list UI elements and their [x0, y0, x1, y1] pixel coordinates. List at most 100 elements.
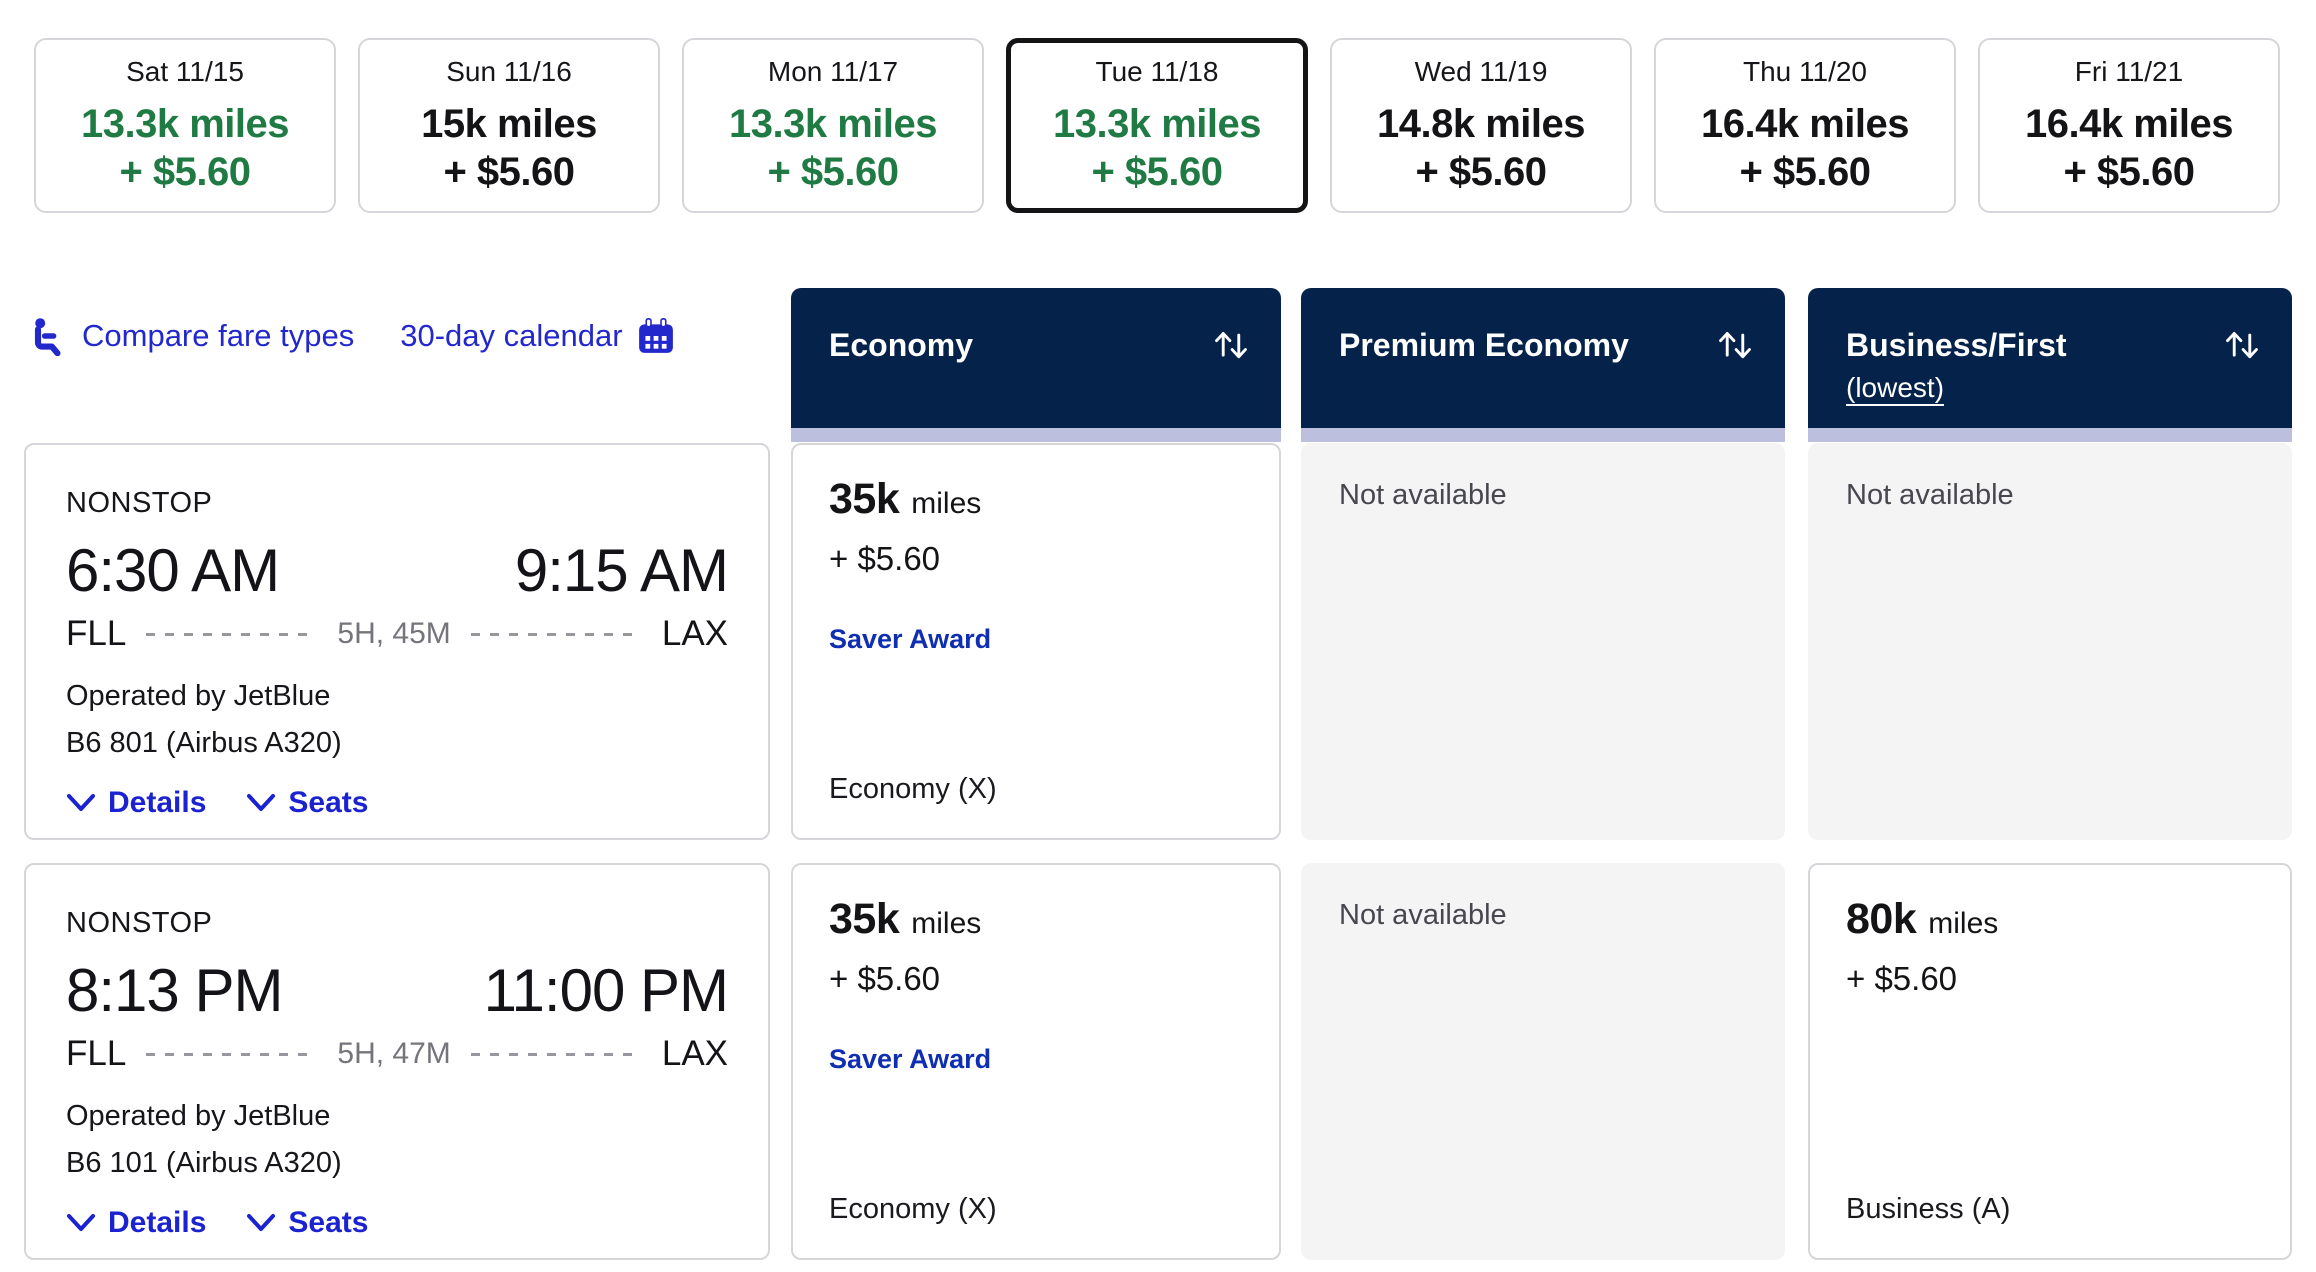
date-fee: + $5.60	[2063, 149, 2195, 194]
premium-economy-fare-cell: Not available	[1301, 443, 1785, 840]
destination-code: LAX	[661, 1034, 729, 1073]
calendar-30day-link[interactable]: 30-day calendar	[400, 317, 674, 355]
fare-fee: + $5.60	[1846, 960, 1958, 997]
arrival-time: 11:00 PM	[483, 957, 729, 1024]
date-miles: 14.8k miles	[1377, 101, 1586, 146]
date-card-sat[interactable]: Sat 11/15 13.3k miles + $5.60	[34, 38, 336, 213]
economy-header-label: Economy	[829, 327, 974, 363]
chevron-down-icon	[247, 794, 276, 811]
sort-icon[interactable]	[1211, 324, 1251, 364]
date-card-mon[interactable]: Mon 11/17 13.3k miles + $5.60	[682, 38, 984, 213]
operated-by-label: Operated by JetBlue	[66, 680, 331, 712]
departure-time: 6:30 AM	[66, 537, 280, 604]
seat-icon	[34, 318, 61, 356]
chevron-down-icon	[67, 1214, 95, 1231]
date-card-sun[interactable]: Sun 11/16 15k miles + $5.60	[358, 38, 660, 213]
economy-fare-cell[interactable]: 35k miles + $5.60 Saver Award Economy (X…	[791, 443, 1281, 840]
fare-fee: + $5.60	[829, 960, 941, 997]
business-first-fare-cell[interactable]: 80k miles + $5.60 Business (A)	[1808, 863, 2292, 1260]
flight-number-aircraft: B6 101 (Airbus A320)	[66, 1147, 342, 1179]
origin-code: FLL	[66, 1034, 127, 1073]
date-label: Tue 11/18	[1095, 55, 1219, 87]
compare-fare-types-link[interactable]: Compare fare types	[28, 316, 354, 356]
toolbar: Compare fare types 30-day calendar	[28, 316, 675, 356]
fare-fee: + $5.60	[829, 540, 941, 577]
lavender-strip	[1808, 428, 2292, 442]
date-label: Sat 11/15	[126, 55, 244, 87]
fare-miles-unit: miles	[1928, 907, 1999, 940]
business-first-fare-cell: Not available	[1808, 443, 2292, 840]
column-header-premium-economy: Premium Economy	[1301, 288, 1785, 442]
column-header-economy: Economy	[791, 288, 1281, 442]
date-card-wed[interactable]: Wed 11/19 14.8k miles + $5.60	[1330, 38, 1632, 213]
date-card-tue-selected[interactable]: Tue 11/18 13.3k miles + $5.60	[1006, 38, 1308, 213]
saver-award-link[interactable]: Saver Award	[829, 1044, 992, 1074]
date-fee: + $5.60	[1739, 149, 1871, 194]
flight-card: NONSTOP 8:13 PM 11:00 PM FLL 5H, 47M LAX…	[24, 863, 770, 1260]
cabin-code-label: Economy (X)	[829, 773, 997, 805]
date-fee: + $5.60	[1415, 149, 1547, 194]
date-label: Wed 11/19	[1414, 55, 1548, 87]
sort-icon[interactable]	[1715, 324, 1755, 364]
seats-link[interactable]: Seats	[246, 1206, 368, 1240]
chevron-down-icon	[67, 794, 95, 811]
premium-economy-header-label: Premium Economy	[1339, 327, 1629, 363]
route-dashed-line	[470, 632, 642, 636]
cabin-code-label: Economy (X)	[829, 1193, 997, 1225]
calendar-icon	[638, 318, 673, 353]
date-card-thu[interactable]: Thu 11/20 16.4k miles + $5.60	[1654, 38, 1956, 213]
stops-label: NONSTOP	[66, 907, 213, 939]
route-dashed-line	[470, 1052, 642, 1056]
lavender-strip	[791, 428, 1281, 442]
not-available-label: Not available	[1846, 479, 2014, 511]
flight-card: NONSTOP 6:30 AM 9:15 AM FLL 5H, 45M LAX …	[24, 443, 770, 840]
operated-by-label: Operated by JetBlue	[66, 1100, 331, 1132]
fare-miles-unit: miles	[911, 907, 982, 940]
date-miles: 13.3k miles	[1053, 101, 1262, 146]
date-miles: 13.3k miles	[729, 101, 938, 146]
fare-miles: 35k	[829, 895, 900, 943]
fare-miles: 35k	[829, 475, 900, 523]
calendar-30day-label: 30-day calendar	[400, 318, 623, 353]
departure-time: 8:13 PM	[66, 957, 283, 1024]
date-fee: + $5.60	[443, 149, 575, 194]
business-first-lowest-link[interactable]: (lowest)	[1846, 372, 1945, 404]
date-miles: 15k miles	[421, 101, 597, 146]
origin-code: FLL	[66, 614, 127, 653]
date-label: Thu 11/20	[1742, 55, 1868, 87]
date-fee: + $5.60	[767, 149, 899, 194]
date-card-fri[interactable]: Fri 11/21 16.4k miles + $5.60	[1978, 38, 2280, 213]
lavender-strip	[1301, 428, 1785, 442]
seats-link[interactable]: Seats	[246, 786, 368, 820]
duration-label: 5H, 47M	[337, 1037, 451, 1070]
cabin-code-label: Business (A)	[1846, 1193, 2011, 1225]
details-link[interactable]: Details	[66, 1206, 206, 1240]
column-header-business-first: Business/First (lowest)	[1808, 288, 2292, 442]
not-available-label: Not available	[1339, 899, 1507, 931]
chevron-down-icon	[247, 1214, 276, 1231]
business-first-header-label: Business/First	[1846, 327, 2067, 363]
arrival-time: 9:15 AM	[514, 537, 729, 604]
date-strip: Sat 11/15 13.3k miles + $5.60 Sun 11/16 …	[34, 38, 2280, 213]
route-dashed-line	[146, 1052, 318, 1056]
route-dashed-line	[146, 632, 318, 636]
flight-number-aircraft: B6 801 (Airbus A320)	[66, 727, 342, 759]
fare-miles: 80k	[1846, 895, 1917, 943]
date-miles: 13.3k miles	[81, 101, 290, 146]
details-link[interactable]: Details	[66, 786, 206, 820]
fare-miles-unit: miles	[911, 487, 982, 520]
stops-label: NONSTOP	[66, 487, 213, 519]
saver-award-link[interactable]: Saver Award	[829, 624, 992, 654]
date-fee: + $5.60	[119, 149, 251, 194]
compare-fare-types-label: Compare fare types	[82, 318, 355, 353]
sort-icon[interactable]	[2222, 324, 2262, 364]
date-label: Sun 11/16	[446, 55, 572, 87]
destination-code: LAX	[661, 614, 729, 653]
not-available-label: Not available	[1339, 479, 1507, 511]
economy-fare-cell[interactable]: 35k miles + $5.60 Saver Award Economy (X…	[791, 863, 1281, 1260]
date-fee: + $5.60	[1091, 149, 1223, 194]
date-label: Fri 11/21	[2074, 55, 2184, 87]
date-label: Mon 11/17	[767, 55, 899, 87]
duration-label: 5H, 45M	[337, 617, 451, 650]
